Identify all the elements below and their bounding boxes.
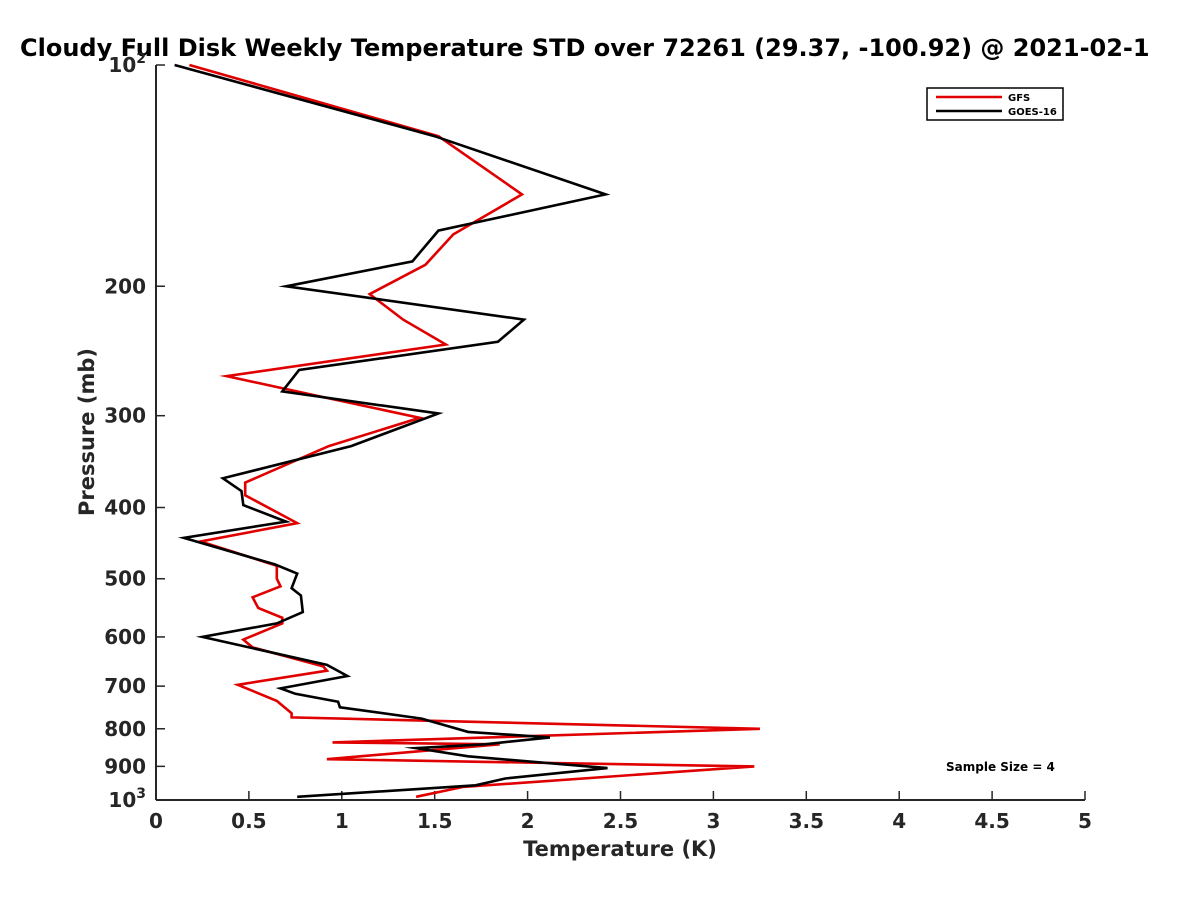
x-tick-label: 3.5 <box>789 809 824 833</box>
x-ticks: 0 0.5 1 1.5 2 2.5 3 3.5 4 4.5 5 <box>149 791 1092 833</box>
x-tick-label: 0 <box>149 809 163 833</box>
x-tick-label: 4 <box>892 809 906 833</box>
y-tick-label: 500 <box>104 567 146 591</box>
y-tick-label: 600 <box>104 625 146 649</box>
legend-label: GFS <box>1008 93 1030 104</box>
x-tick-label: 4.5 <box>974 809 1009 833</box>
plot-area: 0 0.5 1 1.5 2 2.5 3 3.5 4 4.5 5 102200300400500600… <box>104 51 1092 833</box>
x-tick-label: 2 <box>521 809 535 833</box>
x-axis-label: Temperature (K) <box>523 837 717 861</box>
legend: GFS GOES-16 <box>926 87 1064 121</box>
y-tick-label: 102 <box>108 51 146 77</box>
x-tick-label: 1.5 <box>417 809 452 833</box>
x-tick-label: 0.5 <box>231 809 266 833</box>
legend-box <box>926 87 1064 121</box>
y-tick-label: 800 <box>104 717 146 741</box>
y-tick-label-exponent: 2 <box>136 51 146 67</box>
x-tick-label: 1 <box>335 809 349 833</box>
y-tick-label: 300 <box>104 404 146 428</box>
y-tick-label-exponent: 3 <box>136 786 146 802</box>
series-lines <box>174 63 760 799</box>
y-tick-label: 900 <box>104 754 146 778</box>
y-axis-label: Pressure (mb) <box>75 348 99 516</box>
y-tick-label-base: 10 <box>108 53 136 77</box>
y-tick-label: 200 <box>104 274 146 298</box>
x-tick-label: 5 <box>1078 809 1092 833</box>
y-tick-label-base: 10 <box>108 788 136 812</box>
y-tick-label: 400 <box>104 496 146 520</box>
x-tick-label: 3 <box>706 809 720 833</box>
sample-size-annotation: Sample Size = 4 <box>946 760 1055 774</box>
x-tick-label: 2.5 <box>603 809 638 833</box>
series-line-gfs <box>189 63 760 799</box>
legend-label: GOES-16 <box>1008 107 1057 118</box>
y-tick-label: 700 <box>104 674 146 698</box>
chart-title: Cloudy Full Disk Weekly Temperature STD … <box>20 34 1150 62</box>
series-line-goes-16 <box>174 63 611 799</box>
y-tick-label: 103 <box>108 786 146 812</box>
